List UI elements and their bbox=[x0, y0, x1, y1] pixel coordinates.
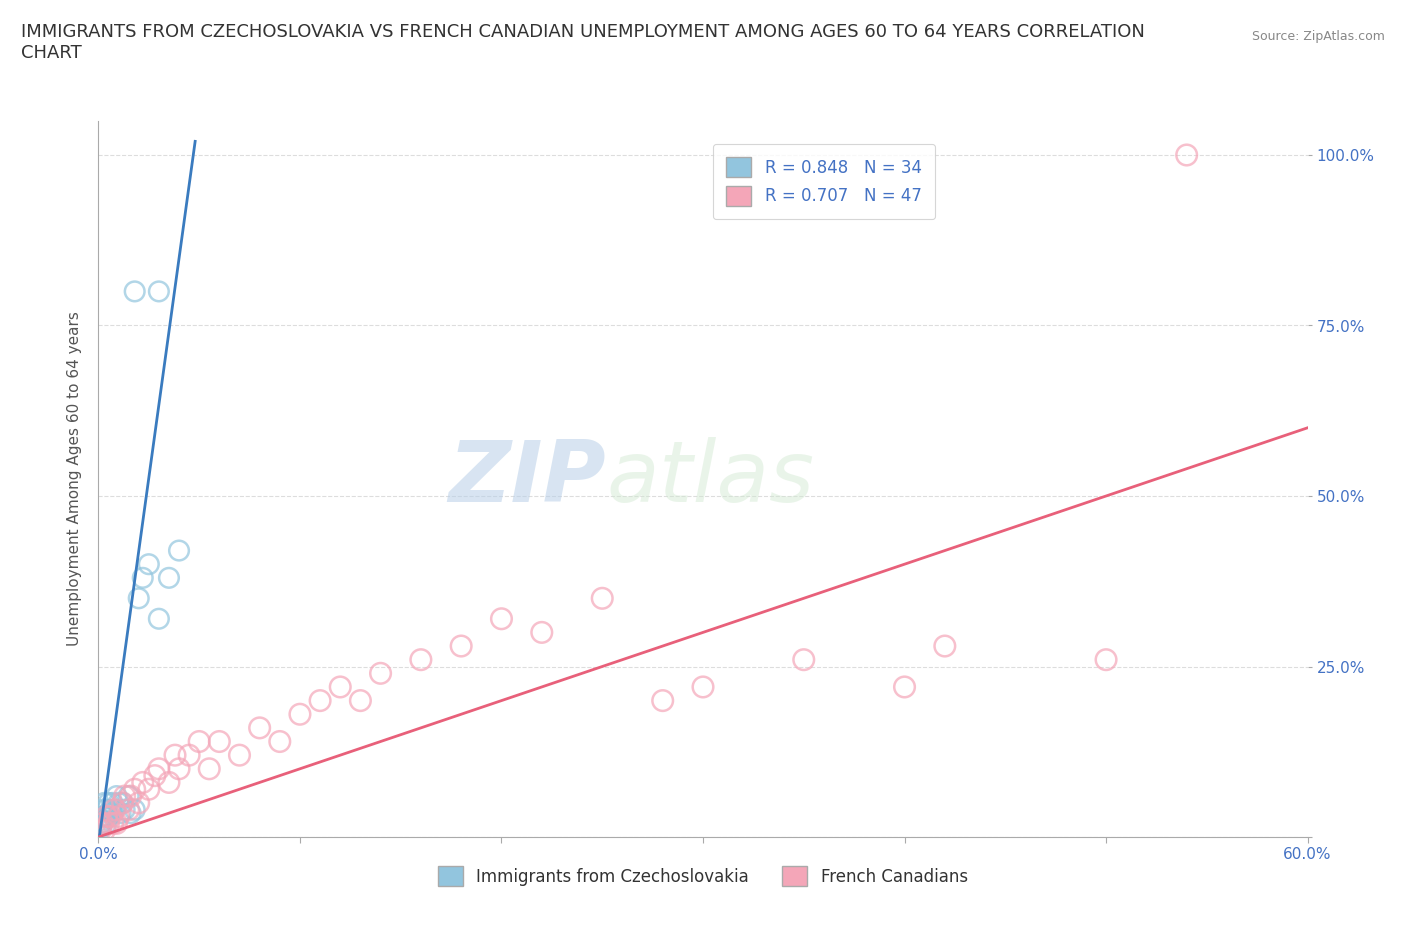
Point bbox=[450, 639, 472, 654]
Point bbox=[491, 611, 513, 626]
Point bbox=[89, 823, 111, 838]
Point bbox=[89, 816, 111, 830]
Point bbox=[128, 591, 150, 605]
Point bbox=[1175, 148, 1198, 163]
Point bbox=[93, 803, 115, 817]
Point bbox=[120, 805, 142, 820]
Point bbox=[110, 805, 132, 820]
Point bbox=[96, 816, 118, 830]
Point bbox=[249, 721, 271, 736]
Point bbox=[107, 809, 129, 824]
Point bbox=[89, 823, 111, 838]
Point bbox=[148, 762, 170, 777]
Point bbox=[124, 803, 146, 817]
Point bbox=[934, 639, 956, 654]
Point bbox=[163, 748, 186, 763]
Point bbox=[107, 795, 129, 810]
Point bbox=[124, 284, 146, 299]
Point bbox=[90, 813, 112, 828]
Point bbox=[93, 823, 115, 838]
Point bbox=[101, 795, 124, 810]
Point bbox=[97, 795, 120, 810]
Point bbox=[148, 611, 170, 626]
Point bbox=[651, 693, 673, 708]
Point bbox=[132, 775, 155, 790]
Point bbox=[157, 570, 180, 585]
Point bbox=[228, 748, 250, 763]
Legend: Immigrants from Czechoslovakia, French Canadians: Immigrants from Czechoslovakia, French C… bbox=[432, 859, 974, 893]
Point bbox=[198, 762, 221, 777]
Point bbox=[100, 803, 122, 817]
Point bbox=[157, 775, 180, 790]
Point bbox=[329, 680, 352, 695]
Point bbox=[124, 782, 146, 797]
Point bbox=[208, 734, 231, 749]
Point bbox=[167, 543, 190, 558]
Point bbox=[793, 652, 815, 667]
Text: IMMIGRANTS FROM CZECHOSLOVAKIA VS FRENCH CANADIAN UNEMPLOYMENT AMONG AGES 60 TO : IMMIGRANTS FROM CZECHOSLOVAKIA VS FRENCH… bbox=[21, 23, 1144, 62]
Point bbox=[132, 570, 155, 585]
Point bbox=[101, 816, 124, 830]
Point bbox=[96, 809, 118, 824]
Point bbox=[93, 795, 115, 810]
Point bbox=[97, 809, 120, 824]
Point bbox=[138, 782, 160, 797]
Point bbox=[409, 652, 432, 667]
Point bbox=[103, 803, 125, 817]
Point bbox=[89, 819, 111, 834]
Point bbox=[93, 809, 115, 824]
Point bbox=[118, 789, 141, 804]
Point bbox=[91, 809, 114, 824]
Point bbox=[100, 809, 122, 824]
Point bbox=[101, 805, 124, 820]
Point bbox=[111, 795, 134, 810]
Point bbox=[179, 748, 201, 763]
Point bbox=[188, 734, 211, 749]
Point bbox=[309, 693, 332, 708]
Point bbox=[105, 789, 128, 804]
Point bbox=[97, 816, 120, 830]
Point bbox=[120, 789, 142, 804]
Point bbox=[114, 803, 136, 817]
Point bbox=[91, 816, 114, 830]
Point bbox=[349, 693, 371, 708]
Point bbox=[103, 803, 125, 817]
Point bbox=[1095, 652, 1118, 667]
Text: ZIP: ZIP bbox=[449, 437, 606, 521]
Point bbox=[96, 803, 118, 817]
Point bbox=[91, 816, 114, 830]
Point bbox=[143, 768, 166, 783]
Point bbox=[105, 816, 128, 830]
Point bbox=[114, 789, 136, 804]
Point bbox=[591, 591, 613, 605]
Text: Source: ZipAtlas.com: Source: ZipAtlas.com bbox=[1251, 30, 1385, 43]
Y-axis label: Unemployment Among Ages 60 to 64 years: Unemployment Among Ages 60 to 64 years bbox=[67, 312, 83, 646]
Text: atlas: atlas bbox=[606, 437, 814, 521]
Point bbox=[370, 666, 392, 681]
Point bbox=[167, 762, 190, 777]
Point bbox=[111, 795, 134, 810]
Point bbox=[94, 809, 117, 824]
Point bbox=[288, 707, 311, 722]
Point bbox=[893, 680, 915, 695]
Point bbox=[148, 284, 170, 299]
Point bbox=[692, 680, 714, 695]
Point bbox=[269, 734, 291, 749]
Point bbox=[128, 795, 150, 810]
Point bbox=[118, 803, 141, 817]
Point bbox=[530, 625, 553, 640]
Point bbox=[138, 557, 160, 572]
